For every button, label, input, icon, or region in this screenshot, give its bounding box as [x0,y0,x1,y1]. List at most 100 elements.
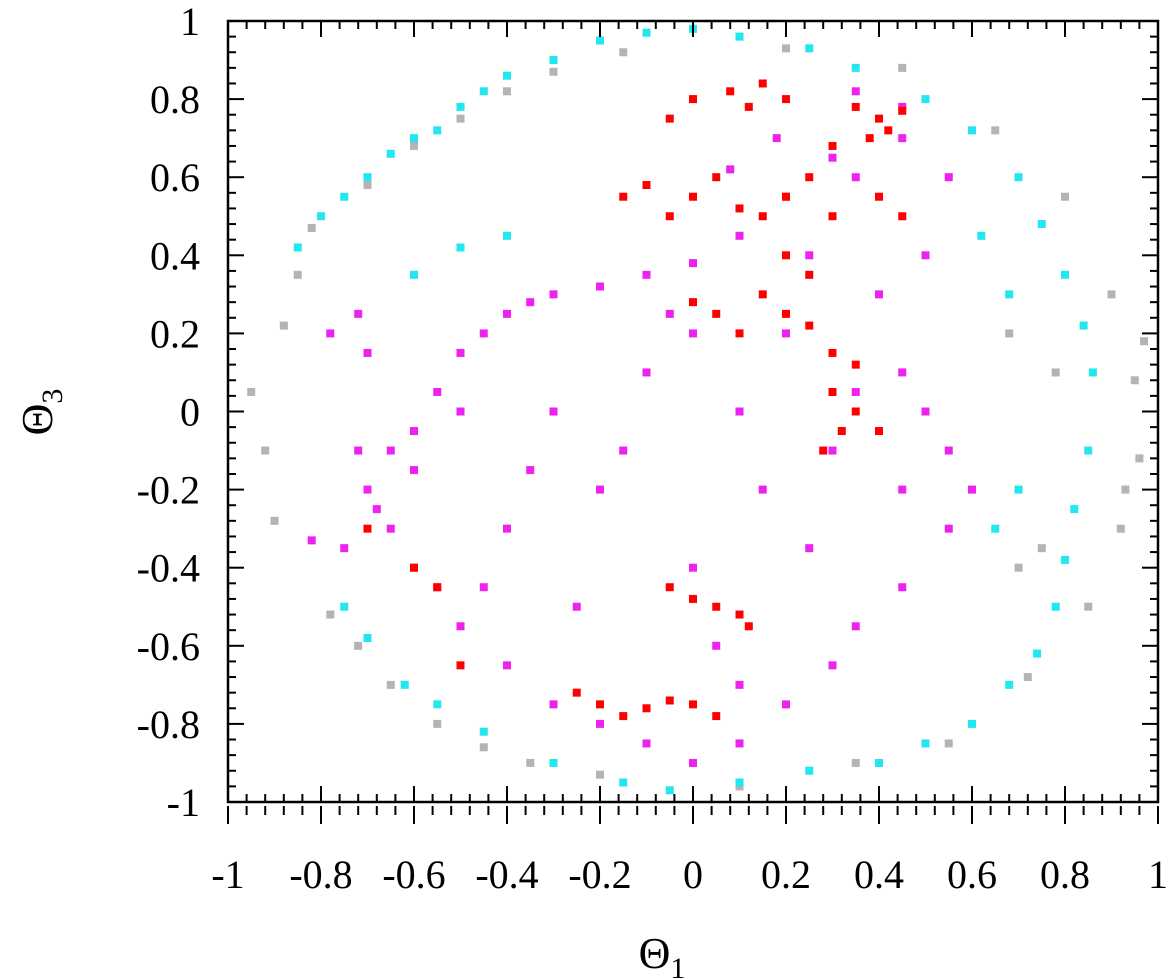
scatter-point-s2-8 [479,329,488,338]
scatter-point-s2-5 [410,427,418,436]
scatter-point-s1-21 [1061,270,1069,279]
scatter-point-s3-32 [819,446,828,455]
scatter-point-s3-37 [712,602,721,611]
scatter-point-s3-40 [572,688,581,697]
scatter-point-s2-30 [782,700,790,709]
scatter-point-s2-65 [665,309,674,318]
scatter-point-s0-24 [991,126,1000,135]
scatter-point-s3-24 [735,329,744,338]
scatter-point-s2-72 [354,309,363,318]
x-tick-label: 0.6 [947,852,997,897]
scatter-point-s2-15 [735,231,744,240]
scatter-point-s2-0 [307,536,316,545]
scatter-point-s2-41 [363,485,372,494]
scatter-point-s0-22 [898,63,907,72]
scatter-point-s0-36 [1005,329,1014,338]
scatter-point-s3-12 [619,192,628,201]
scatter-point-s0-16 [549,67,558,76]
scatter-point-s0-15 [526,758,535,767]
scatter-point-s2-48 [828,446,837,455]
scatter-point-s3-10 [865,134,874,143]
scatter-point-s0-9 [386,680,395,689]
y-tick-label: 0.2 [150,311,200,356]
scatter-point-s0-12 [456,114,465,123]
scatter-point-s3-28 [828,348,837,357]
scatter-point-s1-36 [619,778,628,787]
scatter-point-s2-3 [372,505,381,514]
scatter-point-s2-37 [456,622,465,631]
scatter-point-s3-38 [735,610,744,619]
scatter-point-s0-34 [1014,563,1023,572]
scatter-point-s1-18 [968,126,976,135]
scatter-point-s3-11 [828,141,837,150]
scatter-point-s1-30 [968,719,976,728]
scatter-point-s2-14 [689,259,697,268]
scatter-point-s3-3 [744,102,753,111]
scatter-point-s2-11 [549,290,558,299]
scatter-point-s2-40 [386,524,395,533]
y-tick-label: 0.6 [150,155,200,200]
scatter-point-s1-26 [1061,555,1069,564]
y-axis-tick-labels: -1 -0.8 -0.6 -0.4 -0.2 0 0.2 0.4 0.6 0.8 1 [137,0,200,825]
scatter-point-s2-20 [944,173,953,182]
scatter-point-s1-8 [479,87,488,96]
scatter-point-s2-52 [572,602,581,611]
scatter-point-s0-13 [479,743,488,752]
scatter-point-s2-7 [456,348,465,357]
scatter-point-s2-22 [898,368,907,377]
scatter-point-s0-2 [270,516,279,525]
scatter-point-s2-67 [726,165,735,174]
scatter-point-s3-6 [851,102,860,111]
scatter-point-s2-35 [549,700,558,709]
scatter-point-s2-12 [596,282,604,291]
y-tick-label: 0.4 [150,233,200,278]
scatter-point-s0-27 [1084,602,1093,611]
scatter-point-s3-8 [898,106,907,115]
scatter-point-s2-25 [968,485,976,494]
scatter-point-s2-27 [898,583,907,592]
x-axis-tick-labels: -1 -0.8 -0.6 -0.4 -0.2 0 0.2 0.4 0.6 0.8 1 [211,852,1168,897]
scatter-point-s2-56 [410,466,418,475]
scatter-point-s2-29 [828,661,837,670]
x-tick-label: -0.4 [475,852,538,897]
x-tick-label: 1 [1148,852,1168,897]
scatter-point-s3-20 [805,173,814,182]
scatter-point-s1-15 [805,44,814,53]
scatter-point-s2-49 [503,524,511,533]
scatter-point-s2-57 [689,329,697,338]
scatter-point-s2-17 [828,153,837,162]
scatter-point-s2-21 [921,251,930,260]
scatter-point-s0-6 [326,610,335,619]
scatter-point-s2-47 [782,329,790,338]
scatter-point-s3-43 [642,704,651,713]
scatter-point-s0-17 [596,770,604,779]
series-3 [363,79,907,721]
scatter-point-s1-3 [363,173,372,182]
scatter-point-s0-33 [1121,485,1130,494]
scatter-point-s3-16 [712,173,721,182]
scatter-point-s1-16 [851,63,860,72]
scatter-point-s3-26 [782,309,790,318]
scatter-point-s2-4 [386,446,395,455]
scatter-point-s1-0 [293,243,302,252]
scatter-point-s1-14 [735,32,744,41]
scatter-point-s1-43 [456,243,465,252]
scatter-point-s0-35 [1037,544,1046,553]
scatter-point-s3-52 [875,192,883,201]
scatter-point-s0-23 [944,739,953,748]
scatter-point-s3-30 [828,387,837,396]
scatter-point-s1-27 [1051,602,1060,611]
scatter-point-s3-7 [875,114,883,123]
scatter-point-s0-4 [293,270,302,279]
scatter-point-s3-31 [837,427,846,436]
scatter-point-s3-35 [665,583,674,592]
scatter-point-s1-22 [1079,321,1088,330]
scatter-point-s2-1 [340,544,349,553]
scatter-point-s1-2 [340,192,349,201]
scatter-point-s2-50 [642,368,651,377]
x-tick-label: 0.8 [1040,852,1090,897]
scatter-point-s1-31 [921,739,930,748]
scatter-point-s0-11 [433,719,442,728]
scatter-point-s3-15 [689,192,697,201]
scatter-point-s1-28 [1033,649,1042,658]
